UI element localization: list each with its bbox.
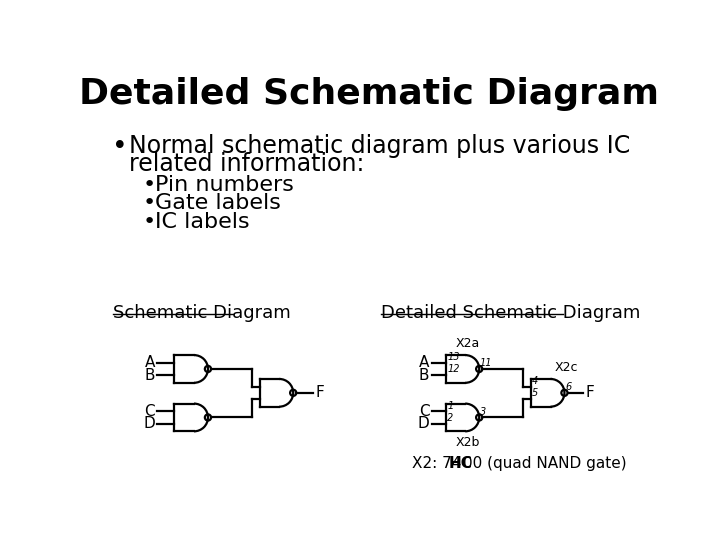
Text: 4: 4 [532,376,538,386]
Text: 13: 13 [447,352,460,362]
Text: F: F [585,386,594,400]
Text: 1: 1 [447,401,454,410]
Text: 12: 12 [447,364,460,374]
Text: Schematic Diagram: Schematic Diagram [113,303,291,321]
Text: 3: 3 [480,407,486,417]
Text: Pin numbers: Pin numbers [155,175,294,195]
Text: •: • [143,175,156,195]
Text: A: A [419,355,429,370]
Text: 11: 11 [480,358,492,368]
Text: Detailed Schematic Diagram: Detailed Schematic Diagram [381,303,640,321]
Text: HC: HC [449,456,473,471]
Text: A: A [145,355,155,370]
Text: IC labels: IC labels [155,212,250,232]
Text: •: • [112,134,127,160]
Text: X2: 74: X2: 74 [412,456,461,471]
Text: C: C [145,404,155,419]
Text: 2: 2 [447,413,454,423]
Text: Gate labels: Gate labels [155,193,281,213]
Text: B: B [419,368,429,382]
Text: D: D [143,416,155,431]
Text: 6: 6 [565,382,572,392]
Text: •: • [143,193,156,213]
Text: D: D [418,416,429,431]
Text: C: C [419,404,429,419]
Text: X2b: X2b [456,436,480,449]
Text: B: B [145,368,155,382]
Text: Detailed Schematic Diagram: Detailed Schematic Diagram [79,77,659,111]
Text: 5: 5 [532,388,538,398]
Text: related information:: related information: [129,152,364,176]
Text: X2a: X2a [456,337,480,350]
Text: 00 (quad NAND gate): 00 (quad NAND gate) [463,456,626,471]
Text: Normal schematic diagram plus various IC: Normal schematic diagram plus various IC [129,134,630,158]
Text: F: F [315,386,325,400]
Text: X2c: X2c [555,361,578,374]
Text: •: • [143,212,156,232]
